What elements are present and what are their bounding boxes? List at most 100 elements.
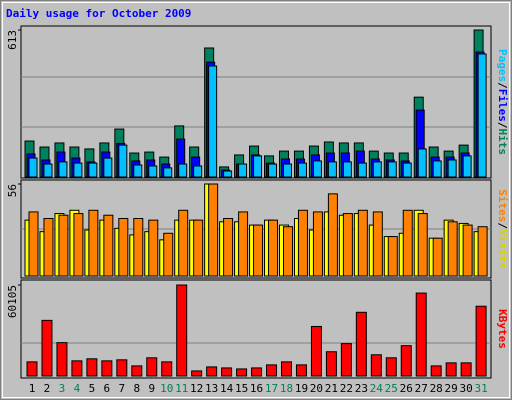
- legend-entry: KBytes: [496, 309, 509, 349]
- bar: [327, 193, 338, 277]
- bar: [357, 209, 368, 277]
- bar: [88, 209, 99, 277]
- y-tick-label: 613: [6, 30, 19, 50]
- bar: [58, 214, 69, 277]
- x-tick-label: 28: [430, 382, 443, 395]
- x-tick-label: 3: [59, 382, 66, 395]
- bar: [400, 345, 412, 377]
- bar: [238, 211, 249, 277]
- bar: [387, 161, 397, 178]
- x-tick-label: 29: [445, 382, 458, 395]
- legend-separator: /: [496, 82, 509, 89]
- bar: [282, 163, 292, 178]
- legend-entry: Files: [496, 89, 509, 122]
- bar: [268, 219, 279, 277]
- bar: [193, 165, 203, 178]
- bar: [71, 360, 83, 377]
- x-tick-label: 31: [474, 382, 487, 395]
- x-tick-label: 25: [385, 382, 398, 395]
- x-tick-label: 19: [295, 382, 308, 395]
- bar: [325, 351, 337, 377]
- x-tick-label: 15: [235, 382, 248, 395]
- bar: [342, 161, 352, 178]
- bar: [327, 161, 337, 178]
- bar: [312, 160, 322, 178]
- bar: [118, 144, 128, 178]
- bar: [462, 224, 473, 277]
- bar: [372, 211, 383, 277]
- x-tick-label: 11: [175, 382, 188, 395]
- legend-separator: /: [496, 122, 509, 129]
- bar: [312, 211, 323, 277]
- x-tick-label: 9: [148, 382, 155, 395]
- bar: [28, 157, 38, 178]
- bar: [372, 161, 382, 178]
- bar: [133, 218, 144, 277]
- bar: [430, 365, 442, 377]
- bar: [163, 167, 173, 178]
- bar: [460, 362, 472, 377]
- bar: [432, 160, 442, 178]
- bar: [477, 53, 487, 178]
- bar: [387, 236, 398, 277]
- x-tick-label: 4: [74, 382, 81, 395]
- bar: [370, 354, 382, 377]
- bar: [402, 209, 413, 277]
- bar: [223, 170, 233, 178]
- bar: [86, 358, 98, 377]
- bar: [266, 364, 278, 377]
- bar: [223, 218, 234, 277]
- x-tick-label: 21: [325, 382, 338, 395]
- bar: [447, 159, 457, 178]
- bar: [116, 359, 128, 377]
- bar: [238, 163, 248, 178]
- bar: [73, 213, 84, 277]
- legend: Pages/Files/Hits: [496, 49, 509, 155]
- bar: [253, 155, 263, 178]
- x-tick-label: 23: [355, 382, 368, 395]
- y-tick-label: 56: [6, 184, 19, 197]
- y-tick-label: 60105: [6, 285, 19, 318]
- bar: [340, 343, 352, 377]
- bar: [43, 163, 53, 178]
- bar: [432, 237, 443, 277]
- bar: [402, 162, 412, 178]
- x-tick-label: 13: [205, 382, 218, 395]
- bar: [355, 311, 367, 377]
- bar: [148, 219, 159, 277]
- bar: [310, 325, 322, 377]
- bar: [178, 163, 188, 178]
- bar: [445, 362, 457, 377]
- bar: [236, 368, 248, 377]
- x-tick-label: 27: [415, 382, 428, 395]
- legend-separator: /: [496, 222, 509, 229]
- legend: Sites/Visits: [496, 189, 509, 269]
- bar: [118, 218, 129, 277]
- bar: [163, 232, 174, 277]
- x-tick-label: 16: [250, 382, 263, 395]
- bar: [58, 161, 68, 178]
- bar: [28, 211, 39, 277]
- bar: [268, 163, 278, 178]
- bar: [146, 357, 158, 377]
- bar: [133, 164, 143, 178]
- x-tick-label: 10: [160, 382, 173, 395]
- bar: [101, 360, 113, 377]
- bar: [475, 305, 487, 377]
- bar: [462, 155, 472, 178]
- x-tick-label: 22: [340, 382, 353, 395]
- bar: [447, 221, 458, 277]
- bar: [161, 361, 173, 377]
- x-tick-label: 30: [460, 382, 473, 395]
- x-tick-label: 8: [133, 382, 140, 395]
- legend-entry: Hits: [496, 129, 509, 156]
- bar: [73, 162, 83, 178]
- bar: [103, 214, 114, 277]
- bar: [221, 367, 233, 377]
- legend-entry: Visits: [496, 229, 509, 269]
- bar: [297, 162, 307, 178]
- bar: [297, 209, 308, 277]
- bar: [280, 361, 292, 377]
